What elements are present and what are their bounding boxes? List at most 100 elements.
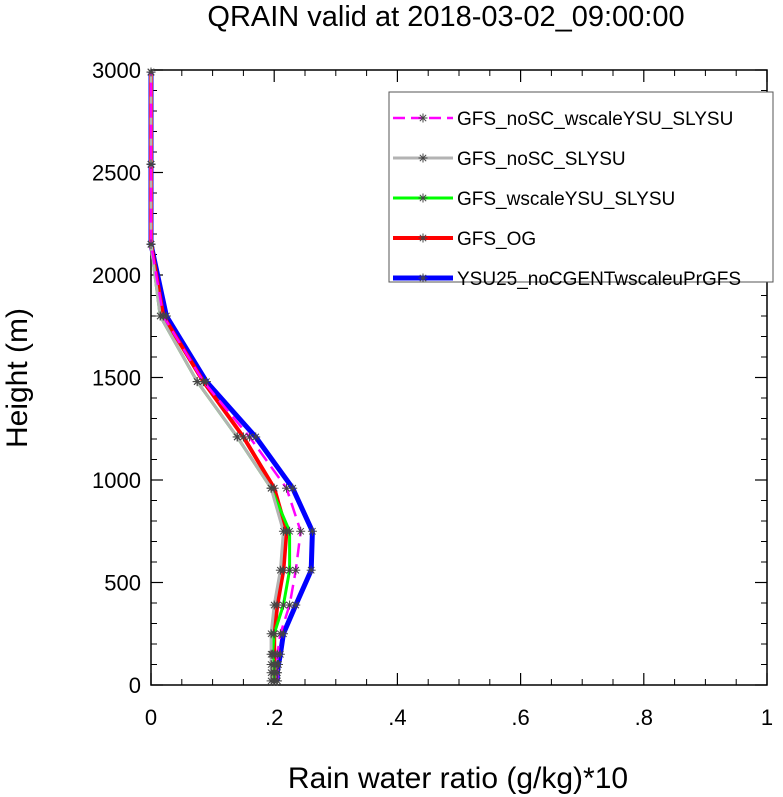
legend-label-5: YSU25_noCGENTwscaleuPrGFS xyxy=(457,269,741,290)
data-point-marker xyxy=(198,377,208,387)
chart-title: QRAIN valid at 2018-03-02_09:00:00 xyxy=(207,1,684,33)
y-tick-label: 3000 xyxy=(92,58,141,83)
data-point-marker xyxy=(275,565,285,575)
marker-stroke xyxy=(292,566,300,574)
legend-marker xyxy=(418,153,428,163)
marker-stroke xyxy=(419,154,427,162)
data-point-marker xyxy=(307,526,317,536)
legend-label-1: GFS_noSC_wscaleYSU_SLYSU xyxy=(457,109,733,130)
marker-stroke xyxy=(267,677,275,685)
x-tick-label: .2 xyxy=(265,705,283,730)
data-point-marker xyxy=(272,676,282,686)
marker-stroke xyxy=(279,601,287,609)
marker-stroke xyxy=(147,160,155,168)
series-line-5 xyxy=(148,72,315,681)
marker-stroke xyxy=(147,240,155,248)
marker-stroke xyxy=(419,274,427,282)
data-point-marker xyxy=(158,311,168,321)
marker-stroke xyxy=(267,630,275,638)
y-tick-label: 1000 xyxy=(92,468,141,493)
y-tick-label: 500 xyxy=(104,571,141,596)
marker-stroke xyxy=(307,566,315,574)
marker-stroke xyxy=(273,669,281,677)
data-point-marker xyxy=(266,660,276,669)
marker-stroke xyxy=(147,68,155,76)
marker-stroke xyxy=(286,601,294,609)
marker-stroke xyxy=(419,234,427,242)
data-point-marker xyxy=(288,483,298,493)
legend-label-3: GFS_wscaleYSU_SLYSU xyxy=(457,189,675,210)
marker-stroke xyxy=(273,677,281,685)
data-point-marker xyxy=(146,239,156,249)
data-point-marker xyxy=(296,526,306,536)
x-tick-label: .4 xyxy=(388,705,406,730)
legend: GFS_noSC_wscaleYSU_SLYSU GFS_noSC_SLYSU GF… xyxy=(388,91,774,290)
legend-label-2: GFS_noSC_SLYSU xyxy=(457,149,626,170)
series-line-3 xyxy=(149,72,292,681)
marker-stroke xyxy=(267,669,275,677)
marker-stroke xyxy=(308,527,316,535)
data-point-marker xyxy=(232,432,242,442)
x-axis-label: Rain water ratio (g/kg)*10 xyxy=(288,762,628,795)
marker-stroke xyxy=(267,484,275,492)
marker-stroke xyxy=(270,601,278,609)
marker-stroke xyxy=(282,484,291,492)
data-point-marker xyxy=(272,660,282,669)
data-point-marker xyxy=(285,565,295,575)
series-lines xyxy=(146,67,317,686)
marker-stroke xyxy=(233,433,241,441)
data-point-marker xyxy=(285,600,295,610)
marker-stroke xyxy=(159,312,167,320)
legend-box xyxy=(388,91,774,283)
axis-ticks: 0 .2 .4 .6 .8 1 0 500 1000 1500 2000 2500 3000 xyxy=(92,58,773,730)
data-point-marker xyxy=(272,668,282,678)
y-axis-label: Height (m) xyxy=(1,308,34,448)
marker-stroke xyxy=(193,378,201,386)
data-point-marker xyxy=(306,565,316,575)
data-point-marker xyxy=(269,600,279,610)
data-point-marker xyxy=(146,67,156,77)
marker-stroke xyxy=(267,660,275,669)
legend-marker xyxy=(418,273,428,283)
data-point-marker xyxy=(278,600,288,610)
data-point-marker xyxy=(285,526,295,536)
data-point-marker xyxy=(272,649,282,659)
data-point-marker xyxy=(266,629,276,639)
data-point-marker xyxy=(251,432,261,442)
marker-stroke xyxy=(273,660,281,669)
marker-stroke xyxy=(239,433,247,441)
data-point-marker xyxy=(266,676,276,686)
marker-stroke xyxy=(289,484,297,492)
data-point-marker xyxy=(146,159,156,169)
legend-marker xyxy=(418,233,428,243)
marker-stroke xyxy=(252,433,260,441)
marker-stroke xyxy=(286,566,294,574)
series-line-2 xyxy=(149,72,285,681)
marker-stroke xyxy=(292,601,300,609)
data-point-marker xyxy=(291,565,301,575)
x-tick-label: 1 xyxy=(761,705,773,730)
y-tick-label: 2000 xyxy=(92,263,141,288)
marker-stroke xyxy=(276,630,284,638)
marker-stroke xyxy=(276,566,284,574)
series-line-4 xyxy=(149,72,289,681)
data-point-marker xyxy=(278,526,288,536)
y-tick-label: 0 xyxy=(129,673,141,698)
legend-marker xyxy=(418,113,428,123)
x-tick-label: 0 xyxy=(145,705,157,730)
x-tick-label: .8 xyxy=(635,705,653,730)
x-tick-label: .6 xyxy=(511,705,529,730)
marker-stroke xyxy=(267,650,275,658)
marker-stroke xyxy=(297,527,305,535)
data-point-marker xyxy=(245,432,255,442)
marker-stroke xyxy=(419,114,427,122)
marker-stroke xyxy=(246,433,254,441)
data-point-marker xyxy=(282,483,292,493)
legend-label-4: GFS_OG xyxy=(457,229,536,250)
y-tick-label: 1500 xyxy=(92,366,141,391)
y-tick-label: 2500 xyxy=(92,161,141,186)
marker-stroke xyxy=(419,194,427,202)
marker-stroke xyxy=(273,650,281,658)
marker-stroke xyxy=(286,527,294,535)
